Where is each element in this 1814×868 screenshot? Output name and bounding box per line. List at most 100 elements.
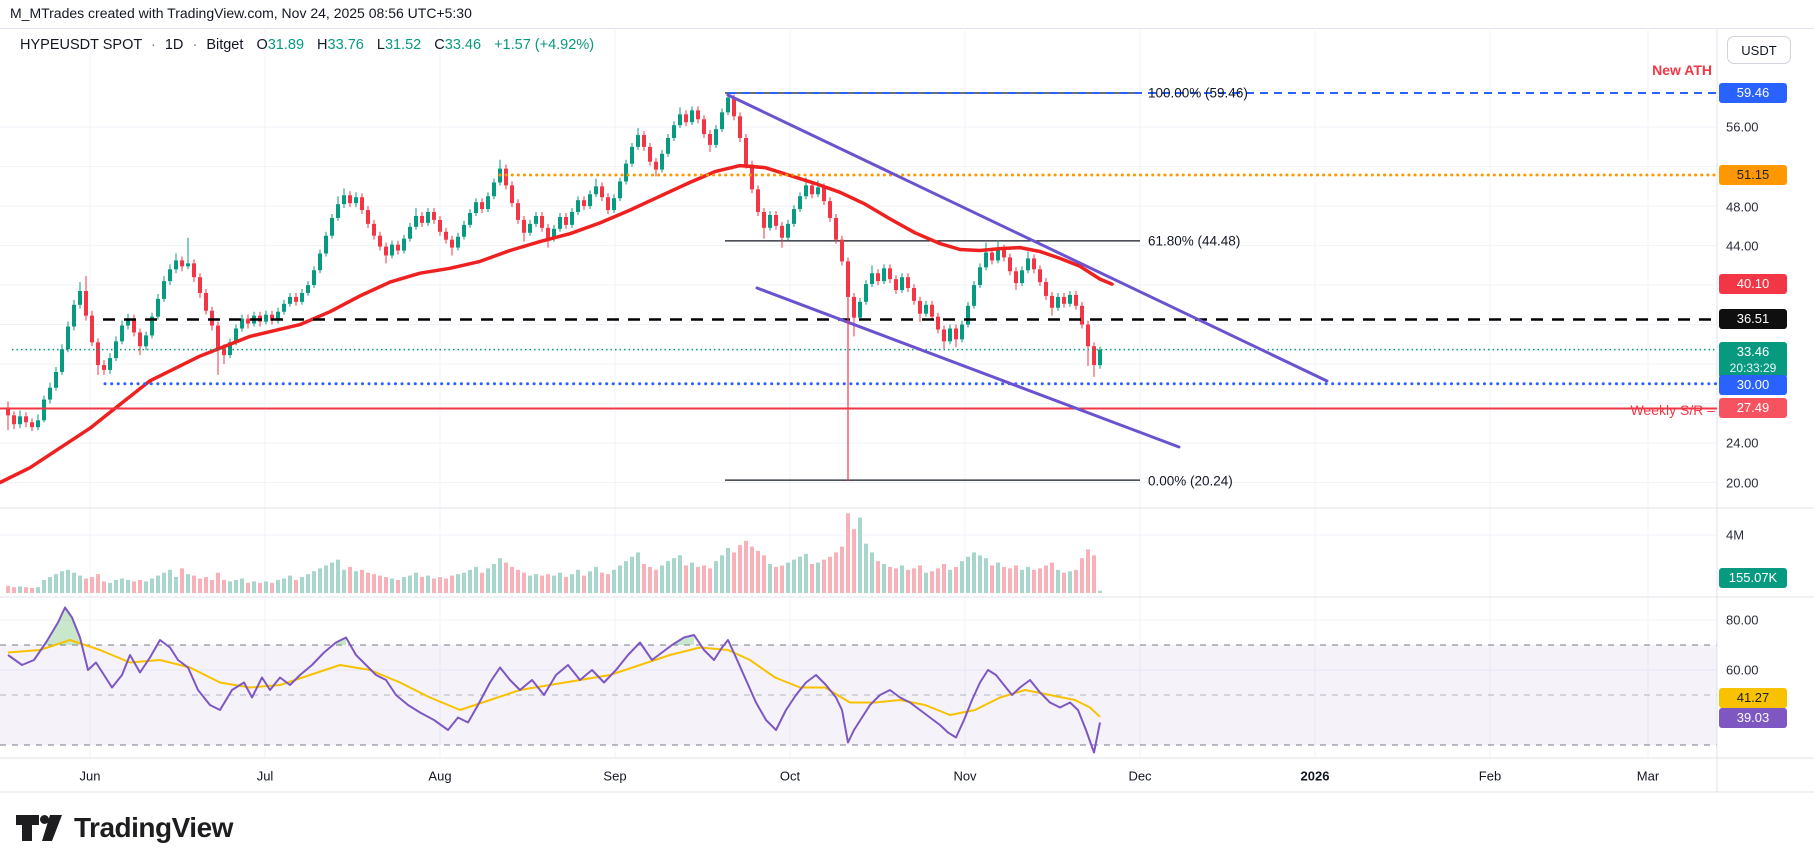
candle	[780, 225, 784, 238]
candle	[708, 134, 712, 145]
candle	[36, 420, 40, 428]
volume-bar	[486, 568, 490, 593]
candle	[870, 273, 874, 285]
volume-bar	[954, 566, 958, 593]
candle	[192, 263, 196, 278]
volume-bar	[6, 585, 10, 593]
volume-bar	[978, 555, 982, 593]
volume-bar	[1068, 571, 1072, 593]
volume-bar	[552, 575, 556, 593]
volume-bar	[948, 569, 952, 593]
price-label-box: 39.03	[1719, 708, 1787, 728]
volume-bar	[312, 571, 316, 593]
candle	[294, 296, 298, 302]
volume-bar	[36, 587, 40, 593]
volume-bar	[270, 582, 274, 593]
volume-bar	[300, 577, 304, 593]
candle	[588, 194, 592, 207]
candle	[1098, 349, 1102, 366]
volume-bar	[924, 572, 928, 593]
time-axis-label: Jul	[256, 768, 274, 784]
volume-bar	[750, 546, 754, 593]
volume-bar	[894, 568, 898, 593]
volume-bar	[456, 574, 460, 593]
candle	[600, 186, 604, 198]
volume-bar	[282, 578, 286, 593]
volume-bar	[324, 565, 328, 593]
volume-bar	[504, 562, 508, 593]
volume-bar	[150, 578, 154, 593]
volume-bar	[144, 581, 148, 593]
candle	[456, 236, 460, 248]
volume-bar	[1092, 555, 1096, 593]
candle	[672, 125, 676, 139]
candle	[216, 325, 220, 349]
candle	[474, 202, 478, 214]
candle	[378, 235, 382, 247]
candle	[1080, 305, 1084, 325]
volume-bar	[930, 571, 934, 593]
candle	[174, 260, 178, 270]
candle	[552, 228, 556, 239]
tradingview-logo[interactable]: TradingView	[16, 812, 233, 844]
volume-bar	[660, 565, 664, 593]
volume-bar	[738, 545, 742, 593]
candle	[690, 110, 694, 123]
price-label-box: 59.46	[1719, 83, 1787, 103]
volume-bar	[516, 569, 520, 593]
volume-bar	[654, 569, 658, 593]
currency-toggle-button[interactable]: USDT	[1727, 36, 1791, 64]
candle	[180, 260, 184, 267]
candle	[582, 200, 586, 207]
volume-bar	[906, 569, 910, 593]
volume-bar	[612, 569, 616, 593]
candle	[408, 226, 412, 239]
candle	[990, 252, 994, 261]
volume-bar	[162, 572, 166, 593]
candle	[702, 119, 706, 135]
candle	[936, 316, 940, 330]
volume-bar	[1038, 568, 1042, 593]
candle	[90, 315, 94, 343]
volume-bar	[624, 561, 628, 593]
candle	[774, 214, 778, 226]
candle	[876, 273, 880, 282]
candle	[756, 189, 760, 213]
volume-bar	[918, 565, 922, 593]
candle	[834, 217, 838, 240]
candle	[144, 335, 148, 347]
volume-bar	[420, 577, 424, 593]
axis-tick: 20.00	[1726, 475, 1759, 491]
tradingview-logo-icon	[16, 815, 62, 841]
candle	[222, 348, 226, 356]
volume-bar	[594, 566, 598, 593]
volume-bar	[396, 579, 400, 593]
time-axis-label: Aug	[428, 768, 452, 784]
time-axis-label: 2026	[1300, 768, 1330, 784]
volume-bar	[84, 578, 88, 593]
volume-bar	[966, 556, 970, 593]
volume-bar	[600, 572, 604, 593]
candle	[612, 198, 616, 211]
volume-bar	[258, 582, 262, 593]
volume-bar	[726, 548, 730, 593]
volume-bar	[912, 568, 916, 593]
candle	[828, 201, 832, 218]
volume-bar	[30, 587, 34, 593]
time-axis-label: Oct	[779, 768, 801, 784]
volume-bar	[90, 577, 94, 593]
volume-bar	[786, 562, 790, 593]
volume-bar	[558, 572, 562, 593]
volume-bar	[714, 561, 718, 593]
candle	[636, 135, 640, 147]
descending-trendline	[726, 93, 1329, 383]
volume-bar	[852, 529, 856, 593]
volume-bar	[462, 572, 466, 593]
candle	[276, 311, 280, 321]
volume-bar	[870, 552, 874, 593]
price-label-box: 51.15	[1719, 165, 1787, 185]
time-axis-label: Mar	[1636, 768, 1660, 784]
volume-bar	[402, 577, 406, 593]
candle	[864, 284, 868, 302]
